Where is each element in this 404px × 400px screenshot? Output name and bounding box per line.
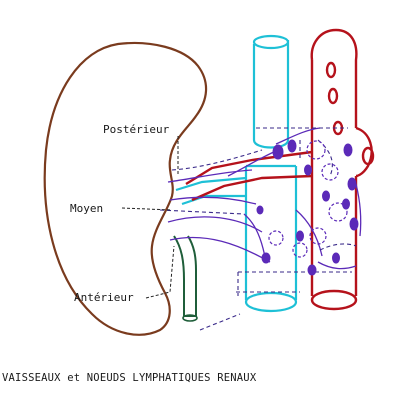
lymph-node-outlines — [268, 140, 348, 258]
inferior-vena-cava — [175, 34, 298, 313]
lymph-nodes — [256, 139, 359, 276]
figure-caption: VAISSEAUX et NOEUDS LYMPHATIQUES RENAUX — [2, 372, 257, 384]
ureter-end — [182, 314, 198, 322]
kidney-outline — [43, 41, 208, 336]
label-middle: Moyen — [70, 202, 103, 215]
aorta — [185, 28, 375, 311]
ureter — [173, 235, 197, 317]
label-anterior: Antérieur — [74, 291, 134, 304]
dashed-lymphatic-paths — [159, 127, 357, 331]
label-lead-lines — [121, 136, 179, 299]
label-posterior: Postérieur — [103, 123, 170, 136]
